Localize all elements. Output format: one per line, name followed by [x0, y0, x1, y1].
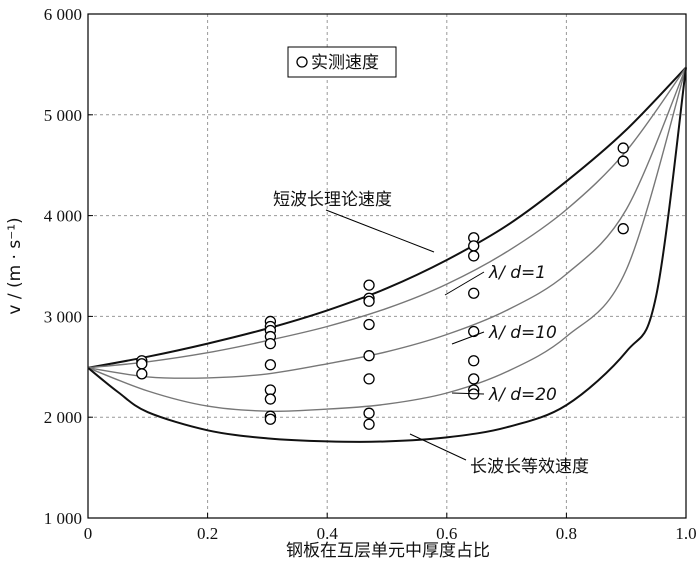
measured-point [363, 373, 375, 385]
y-tick-label: 6 000 [44, 5, 82, 24]
legend-label: 实测速度 [311, 53, 379, 73]
measured-point [617, 155, 629, 167]
measured-point [363, 418, 375, 430]
measured-point [468, 240, 480, 252]
measured-point [363, 318, 375, 331]
annotation-leader [451, 331, 485, 345]
measured-point [617, 142, 629, 154]
grid [88, 14, 686, 518]
legend-marker [296, 56, 308, 68]
y-tick-label: 2 000 [44, 408, 82, 427]
measured-point [136, 358, 148, 370]
series-line-0 [87, 66, 687, 369]
measured-point [264, 413, 277, 425]
measured-point [264, 393, 277, 405]
x-axis-title: 钢板在互层单元中厚度占比 [286, 541, 490, 561]
measured-point [363, 350, 375, 362]
y-tick-label: 3 000 [44, 307, 82, 326]
series-line-1 [87, 66, 687, 369]
annotation-label: λ/ d=10 [488, 323, 557, 343]
measured-point [136, 368, 148, 380]
y-tick-label: 4 000 [44, 207, 82, 226]
annotation-label: λ/ d=1 [488, 263, 546, 283]
measured-point [468, 250, 480, 262]
series-line-3 [87, 67, 687, 413]
annotation-label: 长波长等效速度 [470, 457, 589, 477]
measured-point [468, 287, 480, 299]
measured-point [468, 325, 480, 338]
measured-point [468, 373, 480, 385]
annotation-label: 短波长理论速度 [273, 190, 392, 210]
measured-point [264, 337, 277, 350]
annotation-leader [409, 433, 467, 461]
x-tick-label: 0 [84, 524, 93, 543]
x-tick-label: 1.0 [675, 524, 696, 543]
curves [87, 66, 687, 443]
x-tick-label: 0.4 [317, 524, 339, 543]
measured-point [468, 355, 480, 367]
annotation-leader [451, 392, 485, 395]
y-axis-title: v / (m · s⁻¹) [5, 217, 25, 314]
annotation-leader [325, 209, 435, 253]
measured-point [363, 407, 375, 419]
annotation-label: λ/ d=20 [488, 385, 557, 405]
annotation-leader [444, 271, 485, 296]
legend: 实测速度 [287, 46, 397, 78]
measured-points [136, 142, 629, 430]
series-line-4 [87, 67, 687, 443]
measured-point [363, 279, 375, 291]
y-tick-label: 1 000 [44, 509, 82, 528]
series-line-2 [87, 67, 687, 379]
measured-point [264, 359, 277, 371]
plot-frame [87, 13, 687, 519]
x-tick-label: 0.2 [197, 524, 218, 543]
measured-point [363, 295, 375, 307]
axes: 0 0.2 0.4 0.6 0.8 1.0 1 000 2 000 3 000 4 000 5 00… [44, 5, 697, 543]
y-tick-label: 5 000 [44, 106, 82, 125]
x-tick-label: 0.8 [556, 524, 577, 543]
measured-point [617, 223, 629, 235]
x-tick-label: 0.6 [436, 524, 457, 543]
annotations: 短波长理论速度 λ/ d=1 λ/ d=10 λ/ d=20 长波长等效速度 [273, 190, 589, 477]
